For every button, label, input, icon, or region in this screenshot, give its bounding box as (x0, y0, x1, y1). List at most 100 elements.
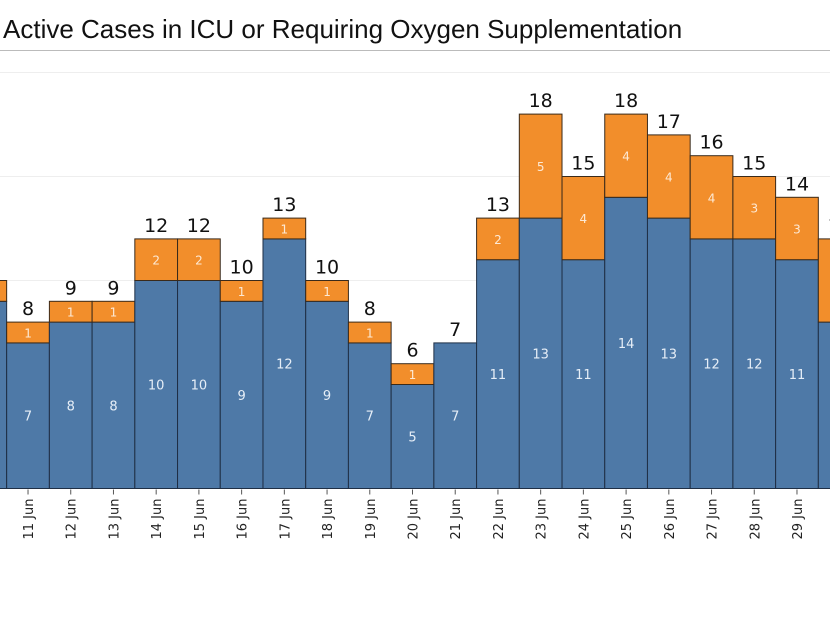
x-tick-label: 20 Jun (407, 499, 422, 540)
bar-value-label-orange: 5 (537, 160, 545, 174)
x-tick-label: 21 Jun (449, 499, 464, 540)
bar-segment-blue (0, 300, 8, 489)
bar-total-label: 15 (571, 153, 595, 175)
bar-value-label-blue: 11 (575, 368, 592, 383)
bar-segment-orange (177, 238, 221, 281)
x-tick-label: 17 Jun (278, 499, 293, 540)
bar-value-label-blue: 12 (276, 358, 293, 373)
bar-total-label: 14 (785, 173, 809, 195)
bar-segment-orange (305, 280, 349, 302)
x-tick-label: 22 Jun (492, 499, 507, 540)
bar-segment-orange (689, 155, 734, 240)
x-tick-label: 19 Jun (364, 499, 379, 540)
bar-value-label-blue: 7 (366, 410, 374, 425)
bar-segment-blue (561, 259, 606, 490)
bar-total-label: 18 (614, 90, 638, 112)
bar-value-label-orange: 1 (110, 306, 118, 320)
bar-total-label: 9 (65, 277, 77, 299)
x-tick-label: 26 Jun (663, 499, 678, 540)
bar-segment-blue (219, 300, 264, 489)
bar-segment-blue (433, 342, 478, 489)
bar-segment-orange (817, 238, 830, 323)
chart-title: Active Cases in ICU or Requiring Oxygen … (3, 14, 683, 44)
bar-value-label-blue: 10 (148, 379, 165, 394)
bar-value-label-orange: 4 (622, 150, 630, 164)
bar-value-label-blue: 7 (24, 410, 32, 425)
bar-value-label-blue: 12 (703, 358, 720, 373)
bar-value-label-orange: 2 (195, 254, 203, 268)
bar-value-label-orange: 1 (281, 223, 289, 237)
x-tick-label: 24 Jun (577, 499, 592, 540)
bar-value-label-orange: 4 (665, 171, 673, 185)
bar-value-label-orange: 1 (323, 285, 331, 299)
bar-segment-orange (476, 217, 520, 261)
bar-segment-blue (817, 321, 830, 489)
bar-segment-blue (732, 238, 777, 489)
bar-value-label-orange: 1 (409, 368, 417, 382)
bar-segment-orange (775, 196, 819, 261)
x-tick-label: 29 Jun (791, 499, 806, 540)
bar-value-label-blue: 10 (191, 379, 208, 394)
x-tick-label: 11 Jun (22, 499, 37, 540)
bar-total-label: 7 (449, 319, 461, 341)
bar-total-label: 8 (22, 298, 34, 320)
bar-value-label-blue: 11 (490, 368, 507, 383)
bar-value-label-orange: 3 (793, 223, 801, 237)
bar-total-label: 17 (657, 111, 681, 133)
bar-segment-orange (262, 217, 307, 240)
x-tick-label: 15 Jun (193, 499, 208, 540)
bar-value-label-orange: 1 (238, 285, 246, 299)
bar-value-label-blue: 11 (789, 368, 806, 383)
title-divider (0, 50, 830, 51)
bar-value-label-orange: 2 (494, 233, 502, 247)
x-tick-label: 27 Jun (706, 499, 721, 540)
bar-value-label-blue: 13 (661, 347, 678, 362)
bar-value-label-orange: 4 (708, 191, 716, 205)
x-tick-label: 28 Jun (748, 499, 763, 540)
bar-total-label: 10 (315, 257, 339, 279)
x-tick-label: 23 Jun (535, 499, 550, 540)
bar-total-label: 12 (187, 215, 211, 237)
bar-total-label: 15 (742, 153, 766, 175)
bar-total-label: 12 (828, 215, 830, 237)
x-tick-label: 18 Jun (321, 499, 336, 540)
bar-segment-orange (646, 134, 691, 219)
bar-segment-blue (476, 259, 520, 490)
bar-total-label: 18 (529, 90, 553, 112)
bar-value-label-blue: 7 (451, 410, 459, 425)
bar-segment-blue (134, 280, 179, 489)
bar-segment-blue (305, 300, 349, 489)
bar-segment-orange (604, 113, 648, 198)
bar-value-label-orange: 4 (580, 212, 588, 226)
bar-total-label: 13 (272, 194, 296, 216)
bar-value-label-orange: 1 (67, 306, 75, 320)
bar-segment-orange (134, 238, 179, 281)
bar-total-label: 16 (699, 132, 723, 154)
bar-segment-orange (0, 280, 8, 302)
bar-total-label: 10 (230, 257, 254, 279)
bar-segment-blue (347, 342, 392, 489)
bar-segment-blue (689, 238, 734, 489)
bar-value-label-orange: 2 (152, 254, 160, 268)
bar-value-label-blue: 13 (532, 347, 549, 362)
bar-value-label-blue: 5 (408, 431, 416, 446)
bar-value-label-orange: 1 (24, 327, 32, 341)
x-tick-label: 12 Jun (65, 499, 80, 540)
bar-value-label-orange: 3 (750, 202, 758, 216)
bar-total-label: 12 (144, 215, 168, 237)
bar-segment-orange (561, 176, 606, 261)
bar-total-label: 6 (406, 340, 418, 362)
bar-value-label-blue: 9 (323, 389, 331, 404)
x-tick-label: 25 Jun (620, 499, 635, 540)
bar-segment-orange (518, 113, 563, 219)
bar-value-label-blue: 9 (237, 389, 245, 404)
bar-value-label-blue: 12 (746, 358, 763, 373)
bar-segment-blue (775, 259, 819, 490)
bar-value-label-blue: 8 (67, 399, 75, 414)
bar-value-label-blue: 14 (618, 337, 635, 352)
bar-value-label-orange: 1 (366, 327, 374, 341)
bar-value-label-blue: 8 (109, 399, 117, 414)
x-tick-label: 14 Jun (150, 499, 165, 540)
bar-segment-blue (390, 384, 435, 489)
